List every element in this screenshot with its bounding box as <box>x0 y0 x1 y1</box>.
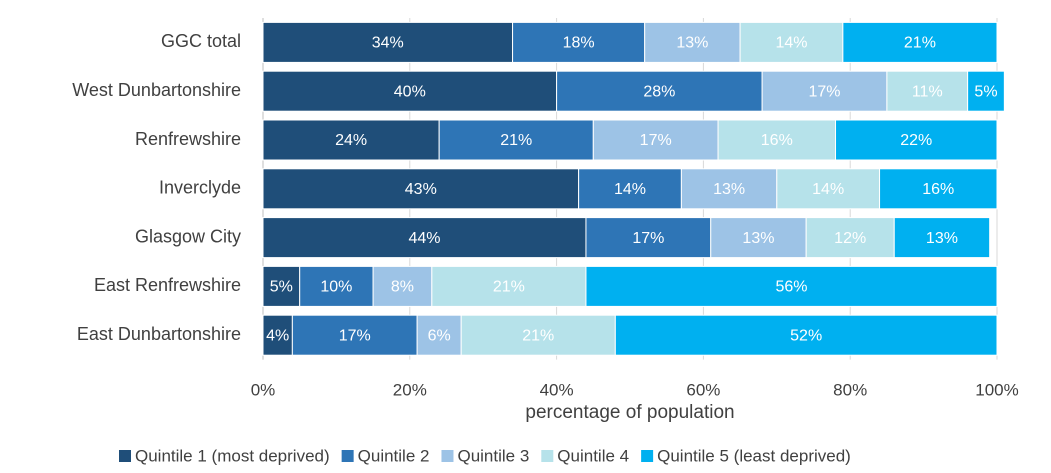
bar-segment <box>592 119 719 161</box>
bar-segment <box>710 217 807 259</box>
bar-segment <box>886 70 969 112</box>
data-label: 5% <box>270 279 293 296</box>
y-tick-label: Glasgow City <box>135 226 241 246</box>
bar-segment <box>842 21 998 63</box>
bar-segment <box>805 217 895 259</box>
bar-segment <box>262 265 301 307</box>
data-label: 14% <box>614 181 646 198</box>
data-label: 14% <box>775 35 807 52</box>
data-label: 10% <box>320 279 352 296</box>
bar-segment <box>879 168 998 210</box>
bar-segment <box>262 21 514 63</box>
bar-segment <box>585 265 998 307</box>
data-label: 13% <box>713 181 745 198</box>
bar-segment <box>776 168 881 210</box>
bar-segment <box>460 314 616 356</box>
legend-swatch <box>641 450 654 462</box>
data-label: 13% <box>926 230 958 247</box>
data-label: 14% <box>812 181 844 198</box>
x-tick-label: 80% <box>833 380 867 399</box>
bar-segment <box>835 119 998 161</box>
data-label: 11% <box>912 83 943 100</box>
data-label: 17% <box>632 230 664 247</box>
data-label: 21% <box>493 279 525 296</box>
data-label: 21% <box>904 35 936 52</box>
y-tick-label: West Dunbartonshire <box>72 80 241 100</box>
bar-segment <box>739 21 844 63</box>
data-label: 17% <box>808 83 840 100</box>
bar-segment <box>262 217 587 259</box>
data-label: 13% <box>676 35 708 52</box>
data-label: 5% <box>974 83 997 100</box>
bar-segment <box>262 70 558 112</box>
bar-segment <box>893 217 991 259</box>
bar-segment <box>262 168 580 210</box>
data-label: 24% <box>335 132 367 149</box>
bar-segment <box>578 168 682 210</box>
y-tick-label: Inverclyde <box>159 178 241 198</box>
data-label: 44% <box>408 230 440 247</box>
data-label: 56% <box>775 279 807 296</box>
legend-swatch <box>341 450 354 462</box>
legend-swatch <box>119 450 131 462</box>
data-label: 16% <box>761 132 793 149</box>
y-tick-label: GGC total <box>161 31 241 51</box>
data-label: 8% <box>391 279 414 296</box>
legend-swatch <box>541 450 554 462</box>
data-label: 12% <box>834 230 866 247</box>
bar-segment <box>717 119 837 161</box>
bar-segment <box>644 21 741 63</box>
data-label: 17% <box>339 327 371 344</box>
bar-segment <box>372 265 433 307</box>
data-label: 4% <box>266 327 289 344</box>
bar-segment <box>585 217 712 259</box>
data-label: 43% <box>405 181 437 198</box>
x-tick-label: 40% <box>540 380 574 399</box>
y-tick-label: East Dunbartonshire <box>77 324 241 344</box>
data-label: 6% <box>428 327 451 344</box>
x-axis-label: percentage of population <box>525 402 734 423</box>
x-tick-label: 60% <box>686 380 720 399</box>
data-label: 21% <box>522 327 554 344</box>
legend-label: Quintile 2 <box>358 446 430 465</box>
legend-label: Quintile 4 <box>557 446 629 465</box>
x-tick-label: 20% <box>393 380 427 399</box>
data-label: 40% <box>394 83 426 100</box>
data-label: 18% <box>563 35 595 52</box>
legend-label: Quintile 5 (least deprived) <box>657 446 851 465</box>
legend-swatch <box>441 450 454 462</box>
y-tick-label: Renfrewshire <box>135 129 241 149</box>
data-label: 16% <box>922 181 954 198</box>
bar-segment <box>438 119 594 161</box>
data-label: 34% <box>372 35 404 52</box>
bar-segment <box>416 314 462 356</box>
bar-segment <box>262 119 440 161</box>
data-label: 17% <box>640 132 672 149</box>
bar-segment <box>291 314 418 356</box>
x-tick-label: 100% <box>975 380 1018 399</box>
x-tick-label: 0% <box>251 380 276 399</box>
data-label: 13% <box>742 230 774 247</box>
data-label: 22% <box>900 132 932 149</box>
bar-segment <box>614 314 998 356</box>
legend-label: Quintile 3 <box>457 446 529 465</box>
data-label: 52% <box>790 327 822 344</box>
legend-label: Quintile 1 (most deprived) <box>135 446 330 465</box>
data-label: 28% <box>643 83 675 100</box>
bar-segment <box>967 70 1005 112</box>
bar-segment <box>431 265 587 307</box>
bar-segment <box>512 21 646 63</box>
data-label: 21% <box>500 132 532 149</box>
y-tick-label: East Renfrewshire <box>94 275 241 295</box>
